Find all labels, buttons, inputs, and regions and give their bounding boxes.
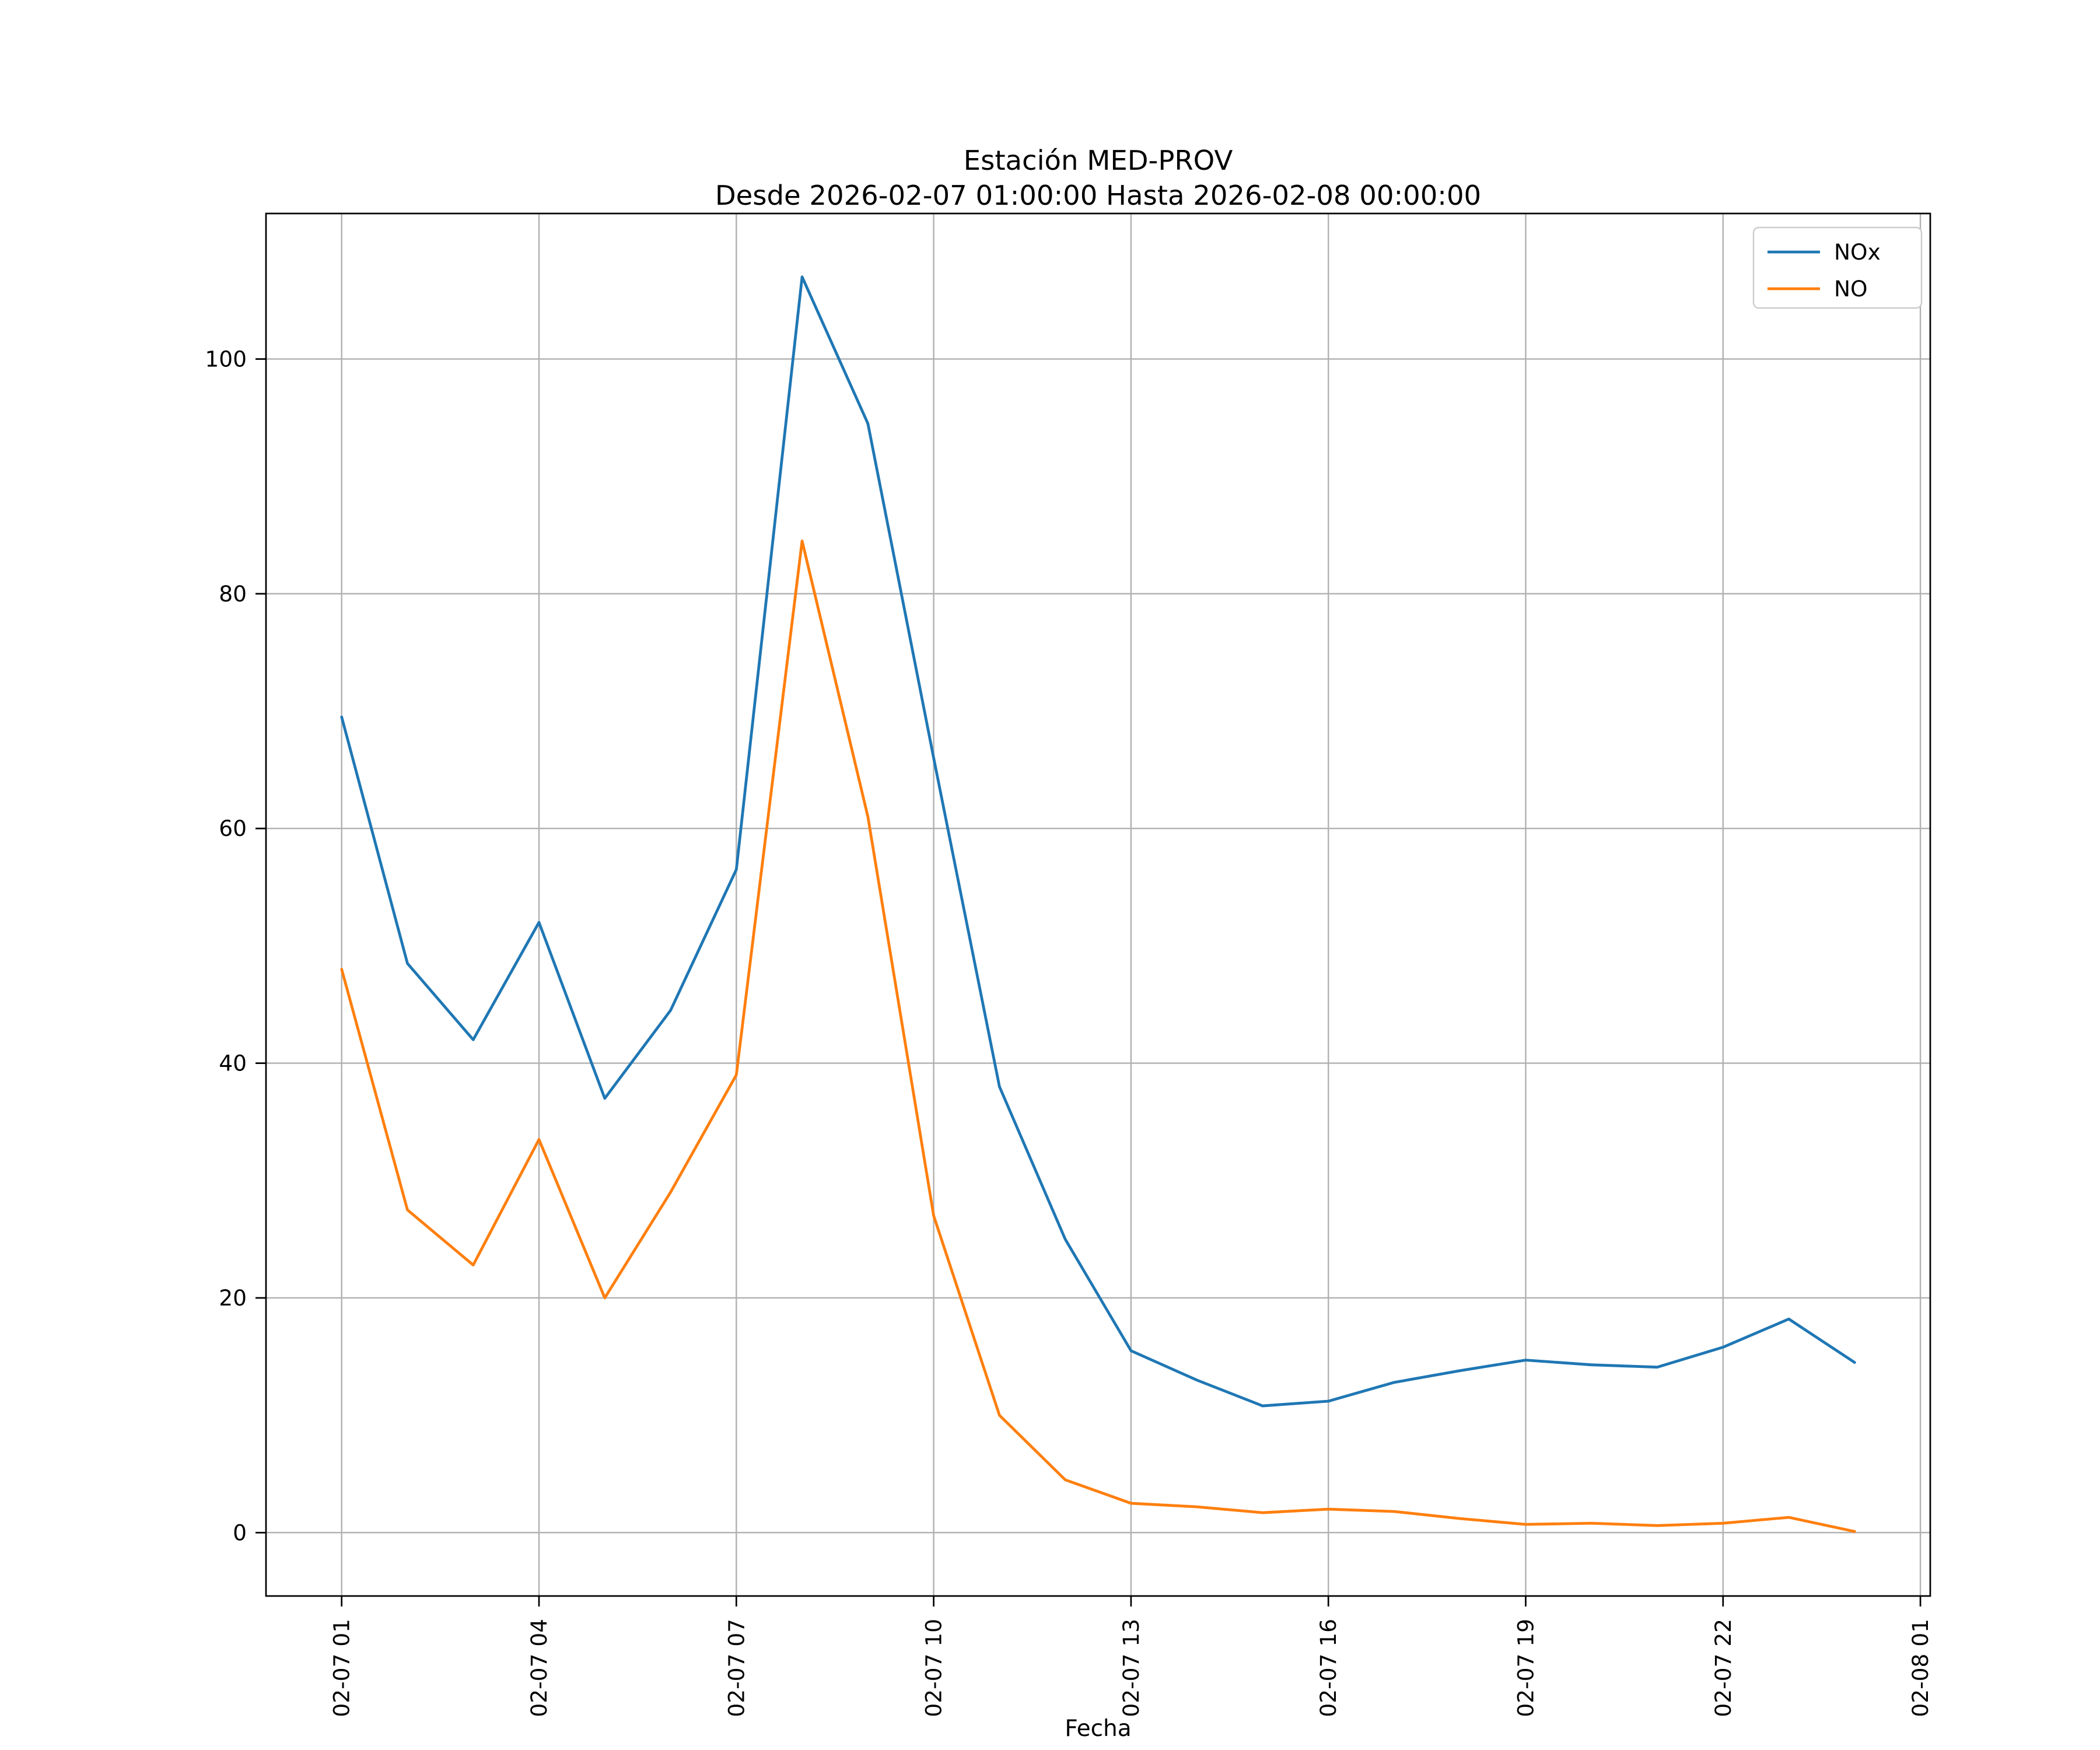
x-tick-label: 02-07 16 [1315,1619,1341,1717]
x-tick-label: 02-07 10 [921,1619,947,1717]
y-tick-label: 20 [219,1285,247,1311]
legend: NOx NO [1752,226,1923,309]
x-axis-label: Fecha [1065,1716,1131,1742]
y-tick-label: 60 [219,816,247,841]
y-tick-label: 100 [205,346,247,372]
y-tick-label: 0 [233,1520,247,1545]
chart-subtitle: Desde 2026-02-07 01:00:00 Hasta 2026-02-… [715,180,1481,211]
y-tick-label: 40 [219,1051,247,1076]
x-tick-label: 02-07 04 [526,1619,552,1717]
legend-label-nox: NOx [1834,239,1881,265]
plot-border [265,212,1931,1597]
x-tick-label: 02-08 01 [1908,1619,1933,1717]
x-tick-label: 02-07 07 [723,1619,749,1717]
axis-ticks: 02-07 01 02-07 04 02-07 07 02-07 10 02-07 13… [205,346,1933,1717]
legend-label-no: NO [1834,276,1868,302]
series-lines [340,275,1856,1533]
y-tick-label: 80 [219,581,247,607]
x-tick-label: 02-07 01 [329,1619,355,1717]
grid [266,214,1930,1596]
x-tick-label: 02-07 22 [1710,1619,1736,1717]
chart-title: Estación MED-PROV [964,145,1233,176]
series-line-nox [340,275,1856,1408]
x-tick-label: 02-07 13 [1118,1619,1144,1717]
series-line-no [340,539,1856,1533]
x-tick-label: 02-07 19 [1513,1619,1538,1717]
